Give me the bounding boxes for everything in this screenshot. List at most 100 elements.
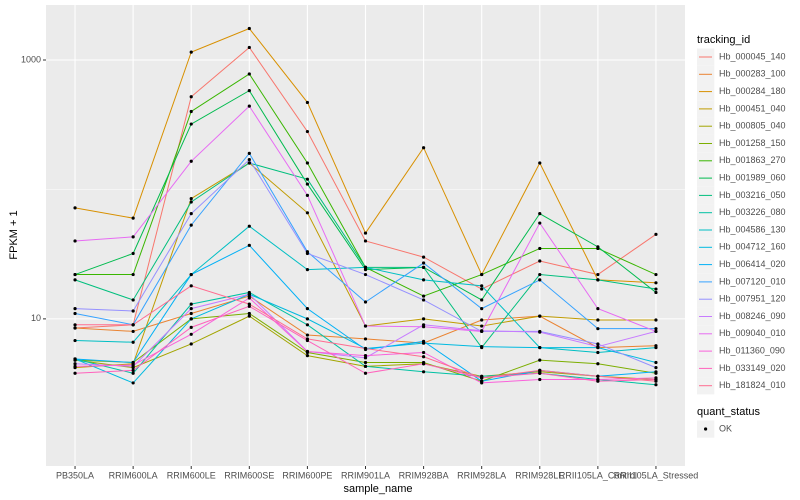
data-point <box>189 317 193 321</box>
data-point <box>131 323 135 327</box>
data-point <box>654 290 658 295</box>
data-point <box>305 251 310 256</box>
data-point <box>131 298 135 302</box>
data-point <box>189 332 193 336</box>
y-tick-label: 10 <box>31 313 41 323</box>
data-point <box>131 329 135 334</box>
data-point <box>73 239 77 243</box>
data-point <box>247 72 251 76</box>
legend-label: Hb_000284_180 <box>719 86 786 96</box>
data-point <box>538 221 542 225</box>
data-point <box>654 329 658 334</box>
legend-label: Hb_000451_040 <box>719 103 786 113</box>
data-point <box>305 100 310 105</box>
data-point <box>363 360 368 365</box>
legend-label: Hb_003216_050 <box>719 190 786 200</box>
legend-label: Hb_007951_120 <box>719 294 786 304</box>
data-point <box>480 376 484 380</box>
data-point <box>480 287 484 291</box>
data-point <box>421 350 426 355</box>
legend-label: Hb_001863_270 <box>719 155 786 165</box>
data-point <box>131 272 135 277</box>
data-point <box>421 355 426 359</box>
legend-label: Hb_033149_020 <box>719 363 786 373</box>
data-point <box>654 287 658 291</box>
data-point <box>131 309 135 313</box>
data-point <box>363 272 368 277</box>
data-point <box>189 223 193 227</box>
data-point <box>247 302 251 306</box>
data-point <box>421 294 426 298</box>
data-point <box>73 307 77 311</box>
legend-label: OK <box>719 423 732 433</box>
legend-label: Hb_011360_090 <box>719 345 785 355</box>
data-point <box>131 371 135 375</box>
legend-label: Hb_004712_160 <box>719 242 786 252</box>
data-point <box>131 368 135 372</box>
data-point <box>480 307 484 311</box>
data-point <box>363 346 368 351</box>
data-point <box>596 272 600 277</box>
data-point <box>421 339 426 343</box>
legend-label: Hb_008246_090 <box>719 311 786 321</box>
data-point <box>305 317 310 321</box>
data-point <box>654 272 658 277</box>
data-point <box>131 363 135 367</box>
legend-title: quant_status <box>697 406 760 418</box>
data-point <box>421 265 426 269</box>
data-point <box>596 350 600 355</box>
data-point <box>421 370 426 374</box>
data-point <box>596 245 600 249</box>
data-point <box>363 371 368 375</box>
data-point <box>189 272 193 277</box>
data-point <box>189 196 193 201</box>
x-tick-label: PB350LA <box>56 470 94 480</box>
data-point <box>73 362 77 366</box>
data-point <box>305 268 310 272</box>
data-point <box>654 383 658 387</box>
data-point <box>73 364 77 368</box>
x-tick-label: RRIM600SE <box>224 470 274 480</box>
data-point <box>247 243 251 247</box>
legend-label: Hb_003226_080 <box>719 207 786 217</box>
data-point <box>654 345 658 350</box>
data-point <box>189 311 193 316</box>
x-tick-label: RRIM928LA <box>457 470 506 480</box>
data-point <box>363 239 368 243</box>
data-point <box>189 109 193 114</box>
data-point <box>247 296 251 300</box>
data-point <box>596 379 600 383</box>
data-point <box>73 206 77 210</box>
data-point <box>421 261 426 265</box>
legend-label: Hb_000805_040 <box>719 121 786 131</box>
data-point <box>305 193 310 197</box>
data-point <box>596 345 600 349</box>
data-point <box>73 278 77 282</box>
x-tick-label: RRIM928LE <box>515 470 564 480</box>
data-point <box>189 325 193 329</box>
legend-label: Hb_001989_060 <box>719 172 786 182</box>
data-point <box>421 255 426 259</box>
legend-title: tracking_id <box>697 34 750 46</box>
data-point <box>654 281 658 285</box>
x-tick-label: RRIM600LE <box>167 470 216 480</box>
legend-label: Hb_004586_130 <box>719 224 786 234</box>
data-point <box>189 307 193 311</box>
data-point <box>189 122 193 126</box>
data-point <box>421 317 426 321</box>
data-point <box>538 161 542 165</box>
data-point <box>247 161 251 165</box>
data-point <box>480 318 484 322</box>
data-point <box>247 151 251 155</box>
data-point <box>305 129 310 134</box>
data-point <box>131 360 135 365</box>
data-point <box>247 89 251 93</box>
data-point <box>363 364 368 368</box>
data-point <box>654 360 658 365</box>
data-point <box>363 356 368 360</box>
data-point <box>538 212 542 216</box>
data-point <box>480 381 484 385</box>
data-point <box>538 358 542 362</box>
data-point <box>247 45 251 50</box>
data-point <box>189 284 193 288</box>
